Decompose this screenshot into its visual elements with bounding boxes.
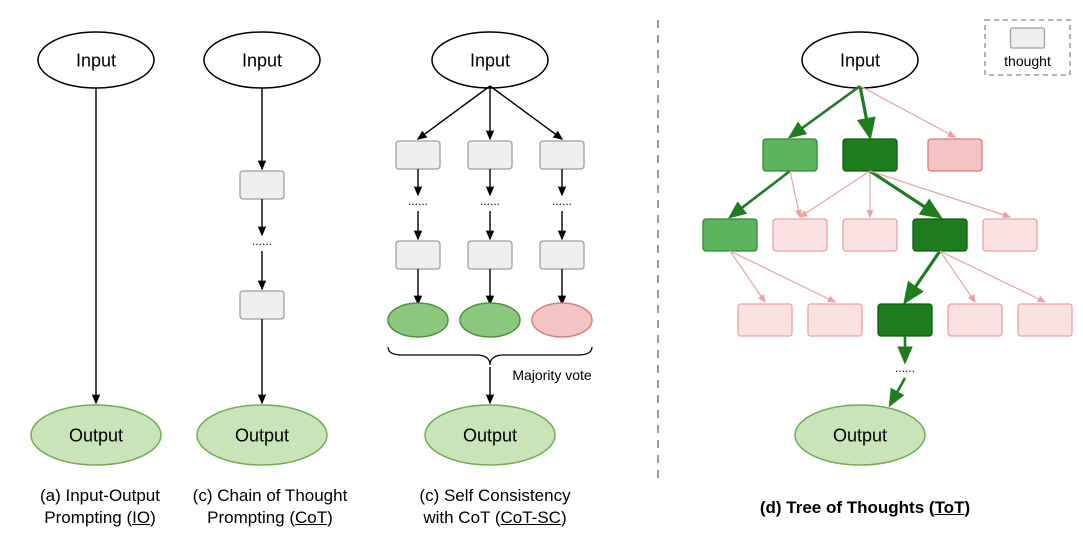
caption-c: (c) Self Consistency with CoT (CoT-SC) bbox=[400, 485, 590, 529]
svg-text:Input: Input bbox=[840, 50, 880, 70]
svg-text:......: ...... bbox=[895, 361, 915, 375]
svg-text:......: ...... bbox=[408, 194, 428, 208]
svg-text:......: ...... bbox=[480, 194, 500, 208]
caption-a: (a) Input-Output Prompting (IO) bbox=[20, 485, 180, 529]
svg-text:Input: Input bbox=[470, 50, 510, 70]
caption-b-line2-post: ) bbox=[327, 508, 333, 527]
caption-c-line2-pre: with CoT ( bbox=[423, 508, 500, 527]
caption-b-line2-pre: Prompting ( bbox=[207, 508, 295, 527]
svg-text:......: ...... bbox=[552, 194, 572, 208]
caption-a-line2-post: ) bbox=[150, 508, 156, 527]
caption-d-u: ToT bbox=[935, 498, 965, 517]
caption-a-line1: (a) Input-Output bbox=[40, 486, 160, 505]
svg-text:Input: Input bbox=[242, 50, 282, 70]
caption-c-line2-post: ) bbox=[561, 508, 567, 527]
svg-text:Output: Output bbox=[833, 425, 887, 445]
diagram-svg: thought Input Output Input...... Output Input… bbox=[0, 0, 1083, 550]
svg-text:Output: Output bbox=[463, 425, 517, 445]
caption-d: (d) Tree of Thoughts (ToT) bbox=[700, 497, 1030, 519]
caption-b-line2-u: CoT bbox=[295, 508, 327, 527]
svg-text:thought: thought bbox=[1004, 53, 1051, 69]
caption-c-line2-u: CoT-SC bbox=[501, 508, 561, 527]
caption-a-line2-u: IO bbox=[132, 508, 150, 527]
svg-text:Majority vote: Majority vote bbox=[512, 367, 592, 383]
caption-b: (c) Chain of Thought Prompting (CoT) bbox=[180, 485, 360, 529]
svg-text:Output: Output bbox=[235, 425, 289, 445]
svg-text:Output: Output bbox=[69, 425, 123, 445]
svg-text:......: ...... bbox=[252, 234, 272, 248]
caption-b-line1: (c) Chain of Thought bbox=[193, 486, 348, 505]
caption-d-pre: (d) Tree of Thoughts ( bbox=[760, 498, 935, 517]
caption-d-post: ) bbox=[964, 498, 970, 517]
caption-c-line1: (c) Self Consistency bbox=[419, 486, 570, 505]
caption-a-line2-pre: Prompting ( bbox=[44, 508, 132, 527]
svg-text:Input: Input bbox=[76, 50, 116, 70]
